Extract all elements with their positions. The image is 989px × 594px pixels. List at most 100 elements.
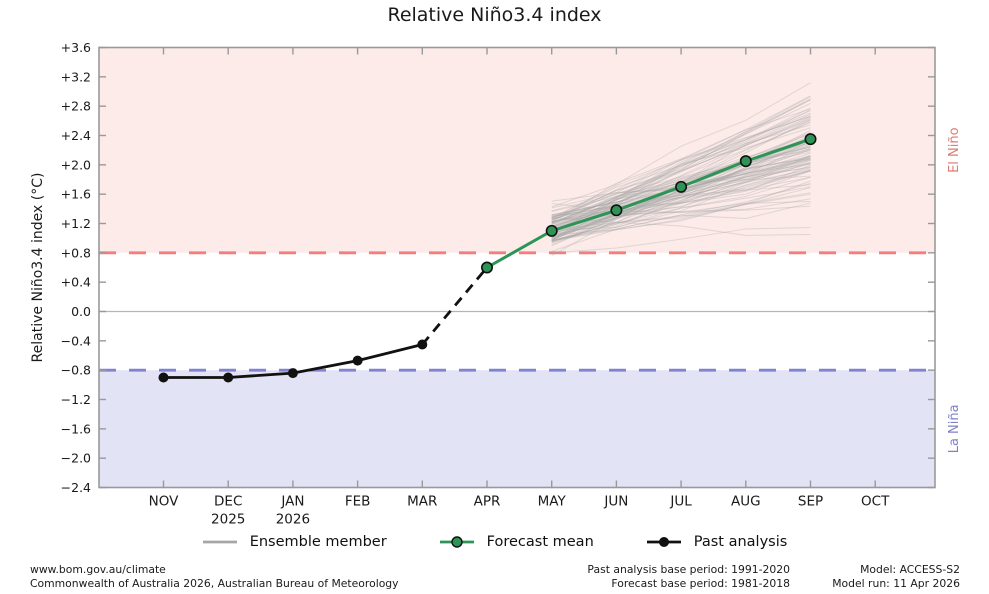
past-analysis-point [158,372,169,383]
y-tick-label: +0.8 [61,245,91,260]
y-tick-label: +1.6 [61,187,91,202]
ensemble-member-line [551,99,811,227]
y-tick-label: −0.8 [61,363,91,378]
la-nina-region-label: La Niña [947,404,962,453]
legend-item-ensemble: Ensemble member [202,534,387,550]
plot-border [98,46,936,489]
ensemble-member-line [551,180,811,236]
ensemble-member-line [551,170,811,223]
ensemble-member-line [551,118,811,232]
x-tick-label-month: MAR [407,494,437,510]
ensemble-member-line [551,96,811,241]
ensemble-member-line [551,159,811,242]
x-tick-label-month: DEC [214,494,242,510]
y-axis-label: Relative Niño3.4 index (°C) [30,173,46,363]
ensemble-member-line [551,161,811,234]
ensemble-member-line [551,193,811,230]
footer-attribution: www.bom.gov.au/climate Commonwealth of A… [30,563,399,591]
ensemble-member-line [551,187,811,242]
ensemble-member-line [551,121,811,234]
ensemble-member-line [551,146,811,216]
footer-past-base-period: Past analysis base period: 1991-2020 [587,563,790,576]
ensemble-member-line [551,82,811,208]
footer-model-info: Model: ACCESS-S2 Model run: 11 Apr 2026 [690,563,960,591]
ensemble-member-line [551,143,811,237]
ensemble-member-line [551,216,811,236]
y-tick-label: +2.8 [61,99,91,114]
x-tick-label-year: 2026 [276,512,310,528]
ensemble-member-line [551,117,811,231]
ensemble-member-line [551,115,811,223]
past-analysis-point [352,355,363,366]
ensemble-member-line [551,198,811,233]
x-tick-label-month: NOV [149,494,179,510]
ensemble-member-line [551,169,811,236]
y-tick-label: +1.2 [61,216,91,231]
forecast-mean-point [610,204,623,217]
forecast-mean-point [675,180,688,193]
y-tick-label: +3.6 [61,40,91,55]
x-tick-label-month: JUN [603,494,628,510]
ensemble-member-line [551,186,811,231]
ensemble-member-line [551,137,811,243]
x-tick-label-month: JUL [669,494,692,510]
ensemble-member-line [551,169,811,223]
ensemble-member-line [551,156,811,235]
ensemble-member-line [551,202,811,241]
forecast-mean-line-icon [439,536,474,548]
ensemble-member-line [551,167,811,242]
y-tick-label: −2.4 [61,480,91,495]
ensemble-member-line [551,109,811,226]
ensemble-member-line [551,98,811,236]
x-tick-label-year: 2025 [211,512,245,528]
footer-base-periods: Past analysis base period: 1991-2020 For… [480,563,790,591]
legend-item-past: Past analysis [646,534,788,550]
footer-url: www.bom.gov.au/climate [30,563,166,576]
forecast-mean-point [545,224,558,237]
footer-copyright: Commonwealth of Australia 2026, Australi… [30,577,399,590]
ensemble-member-line [551,176,811,236]
ensemble-member-line [551,107,811,221]
y-tick-label: −2.0 [61,451,91,466]
forecast-mean-point [480,261,493,274]
ensemble-member-line [551,109,811,220]
x-tick-label-month: OCT [861,494,890,510]
ensemble-member-line [551,147,811,231]
transition-dashed-line [421,266,489,346]
el-nino-region [99,47,935,253]
ensemble-member-line [551,112,811,224]
ensemble-member-line [551,169,811,238]
ensemble-member-line [551,170,811,216]
legend-label-past: Past analysis [693,534,788,550]
x-tick-label-month: SEP [798,494,823,510]
y-tick-label: +0.4 [61,275,91,290]
axis-ticks [99,46,935,489]
ensemble-member-line [551,95,811,219]
ensemble-member-line [551,115,811,221]
past-analysis-point [287,368,298,379]
footer-model: Model: ACCESS-S2 [860,563,960,576]
la-nina-region [99,370,935,488]
past-analysis-point [223,372,234,383]
ensemble-member-line [551,139,811,212]
y-tick-label: −1.2 [61,392,91,407]
x-tick-label-month: MAY [538,494,567,510]
el-nino-region-label: El Niño [947,127,962,173]
ensemble-member-line [551,163,811,234]
ensemble-member-line [551,124,811,219]
ensemble-member-line [551,203,811,213]
ensemble-member-line [551,164,811,240]
ensemble-member-line [551,113,811,235]
forecast-mean-line [486,137,811,269]
legend-label-forecast: Forecast mean [486,534,594,550]
y-tick-label: −0.4 [61,333,91,348]
ensemble-member-line [551,226,811,254]
forecast-mean-point [739,155,752,168]
ensemble-member-line [551,176,811,223]
legend-label-ensemble: Ensemble member [249,534,387,550]
ensemble-member-line [551,155,811,224]
ensemble-member-line [551,192,811,236]
ensemble-member-line [551,168,811,232]
page-title: Relative Niño3.4 index [387,4,602,26]
